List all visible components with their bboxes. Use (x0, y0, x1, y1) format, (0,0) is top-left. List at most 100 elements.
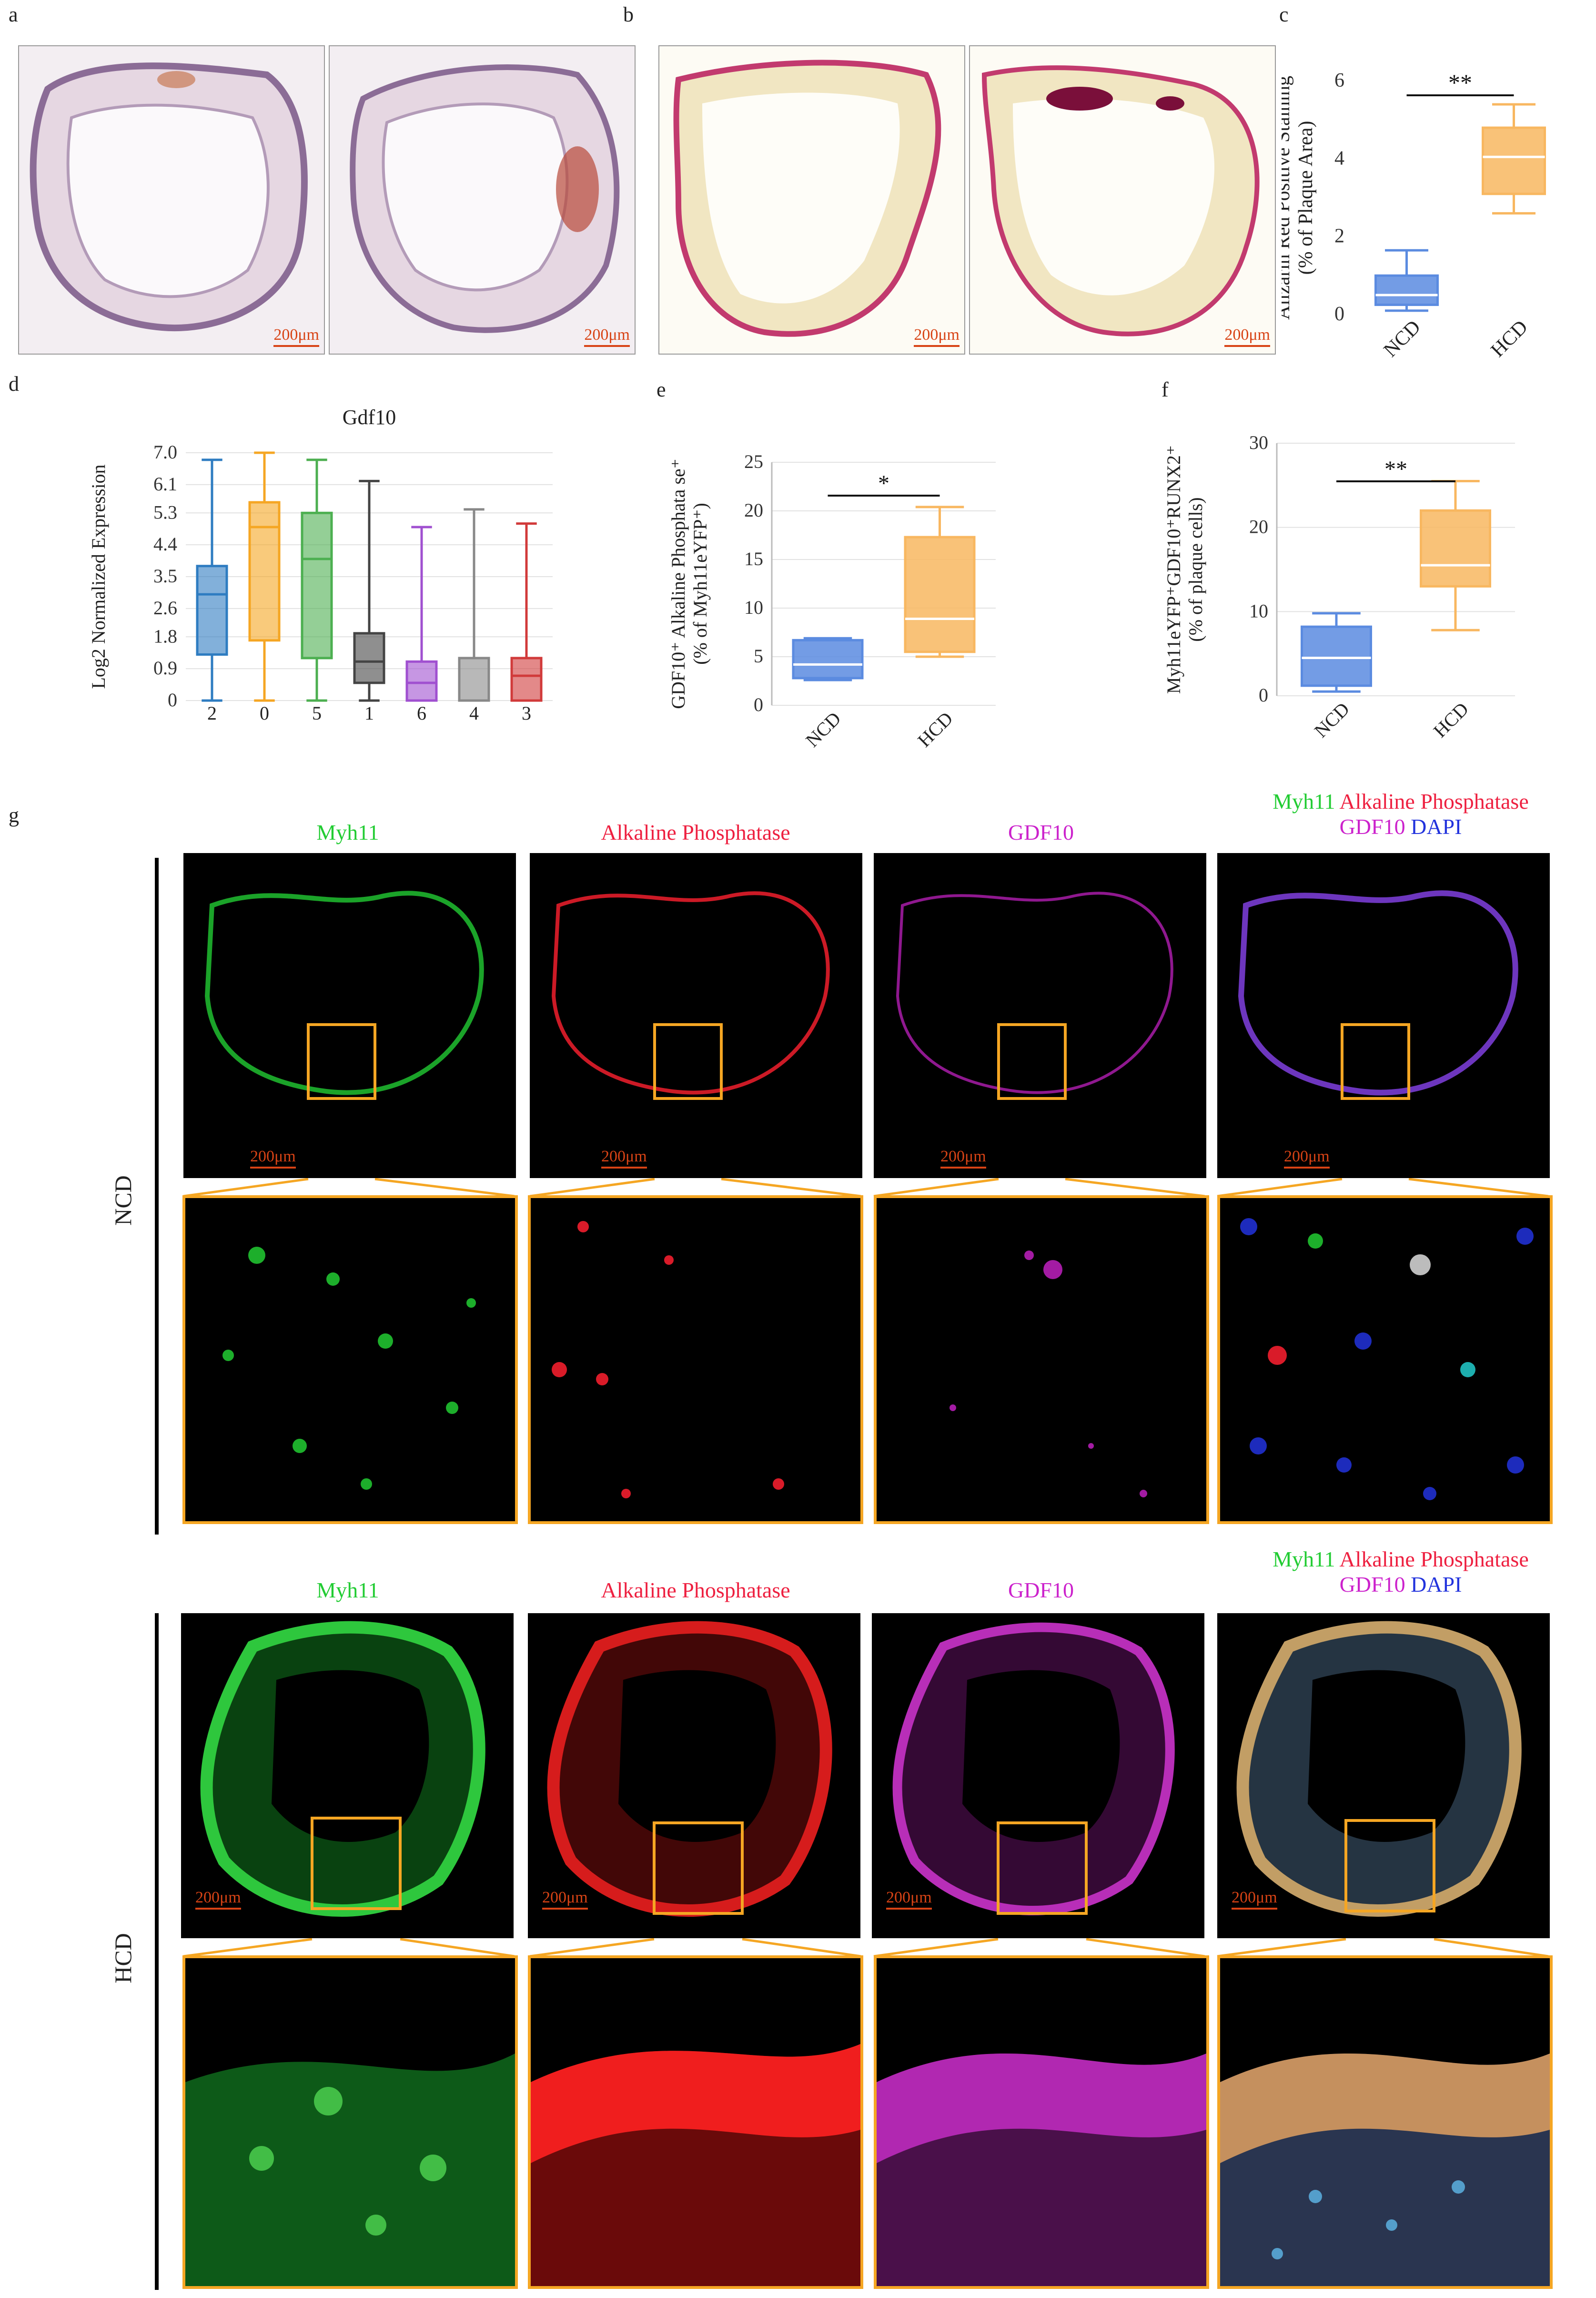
micrograph-hcd-alp: 200μm (528, 1613, 860, 1938)
merge-label-alp: Alkaline Phosphatase (1339, 789, 1529, 813)
box-3 (510, 657, 543, 702)
row-bracket-ncd (155, 858, 159, 1535)
scale-bar: 200μm (584, 326, 630, 347)
x-tick-label: HCD (1429, 698, 1473, 742)
scale-bar-label: 200μm (273, 326, 319, 344)
scale-bar-label: 200μm (601, 1148, 647, 1165)
merge-label-alp: Alkaline Phosphatase (1339, 1547, 1529, 1571)
scale-bar: 200μm (601, 1148, 647, 1169)
y-axis-label-line: Log2 Normalized Expression (88, 465, 109, 689)
zoom-ncd-gdf10 (874, 1195, 1209, 1524)
panel-letter-d: d (9, 372, 19, 396)
y-axis-label: GDF10⁺ Alkaline Phosphata se⁺ (% of Myh11… (667, 458, 711, 709)
micrograph-hcd-merge: 200μm (1217, 1613, 1550, 1938)
scale-bar-label: 200μm (542, 1889, 588, 1906)
merge-label-dapi: DAPI (1411, 814, 1462, 839)
y-tick-label: 15 (744, 548, 763, 569)
chart-e-alp-quantification: 0 5 10 15 20 25 GDF10⁺ Alkaline Phosphata se⁺(… (667, 451, 996, 752)
merge-label-myh11: Myh11 (1273, 1547, 1335, 1571)
chart-c-alizarin-quantification: 0 2 4 6 Alizarin Red Positive Staining(% of … (1282, 69, 1546, 361)
y-tick-label: 6 (1334, 70, 1344, 92)
y-tick-label: 4 (1334, 147, 1344, 169)
panel-letter-c: c (1279, 3, 1289, 26)
y-axis-label: Log2 Normalized Expression (88, 465, 109, 689)
box-NCD (1374, 274, 1439, 306)
y-tick-label: 2.6 (153, 597, 177, 619)
scale-bar: 200μm (914, 326, 960, 347)
scale-bar-label: 200μm (886, 1889, 932, 1906)
x-tick-label: HCD (1487, 316, 1532, 361)
channel-label-gdf10: GDF10 (1008, 1578, 1074, 1602)
significance-stars: ** (1448, 69, 1472, 96)
panel-letter-g: g (9, 803, 19, 827)
x-tick-label: 6 (417, 702, 426, 724)
micrograph-ncd-gdf10: 200μm (874, 853, 1206, 1178)
channel-label-merge: Myh11 Alkaline Phosphatase GDF10 DAPI (1210, 789, 1591, 839)
y-tick-label: 0 (1259, 684, 1268, 706)
scale-bar-label: 200μm (1224, 326, 1270, 344)
panel-letter-b: b (623, 3, 634, 26)
scale-bar-label: 200μm (914, 326, 960, 344)
micrograph-hcd-myh11: 200μm (181, 1613, 514, 1938)
box-6 (405, 660, 438, 702)
zoom-connector-lines-ncd (183, 1178, 1549, 1197)
zoom-ncd-merge (1217, 1195, 1553, 1524)
scale-bar-label: 200μm (195, 1889, 241, 1906)
x-tick-label: 4 (469, 702, 479, 724)
alizarin-image-b-ncd: 200μm (658, 45, 965, 355)
scale-bar: 200μm (1224, 326, 1270, 347)
y-axis-label: Myh11eYFP⁺GDF10⁺RUNX2⁺ (% of plaque cells… (1163, 445, 1206, 694)
scale-bar: 200μm (1284, 1148, 1330, 1169)
zoom-ncd-alp (528, 1195, 863, 1524)
zoom-ncd-myh11 (182, 1195, 518, 1524)
x-tick-label: NCD (1380, 316, 1425, 361)
merge-label-gdf10: GDF10 (1339, 814, 1405, 839)
histology-image-a-hcd: 200μm (329, 45, 636, 355)
panel-letter-f: f (1162, 378, 1169, 401)
box-NCD (792, 639, 864, 680)
significance-stars: * (878, 471, 889, 496)
row-bracket-hcd (155, 1613, 159, 2290)
y-axis-label-line: Myh11eYFP⁺GDF10⁺RUNX2⁺ (1163, 445, 1184, 694)
y-tick-label: 3.5 (153, 565, 177, 587)
x-tick-label: NCD (1310, 698, 1354, 742)
box-2 (196, 565, 228, 656)
box-4 (458, 657, 490, 702)
scale-bar: 200μm (250, 1148, 296, 1169)
zoom-hcd-alp (528, 1955, 863, 2289)
y-axis-label-line: (% of Plaque Area) (1295, 121, 1317, 275)
box-HCD (1420, 509, 1491, 588)
significance-stars: ** (1384, 457, 1407, 482)
channel-label-gdf10: GDF10 (1008, 820, 1074, 844)
y-tick-label: 0 (168, 689, 177, 711)
zoom-hcd-gdf10 (874, 1955, 1209, 2289)
x-tick-label: NCD (801, 708, 845, 752)
row-label-hcd: HCD (109, 1933, 136, 1983)
micrograph-ncd-merge: 200μm (1217, 853, 1550, 1178)
y-tick-label: 0.9 (153, 657, 177, 679)
chart-f-runx2-quantification: 0 10 20 30 Myh11eYFP⁺GDF10⁺RUNX2⁺ (% of plaqu… (1163, 432, 1515, 742)
zoom-hcd-merge (1217, 1955, 1553, 2289)
micrograph-hcd-gdf10: 200μm (872, 1613, 1204, 1938)
zoom-connector-lines-hcd (183, 1938, 1549, 1957)
histology-image-a-ncd: 200μm (18, 45, 325, 355)
box-HCD (1482, 126, 1546, 195)
channel-label-myh11: Myh11 (316, 1578, 379, 1602)
merge-label-dapi: DAPI (1411, 1572, 1462, 1596)
box-HCD (904, 536, 976, 653)
box-0 (248, 501, 281, 642)
x-tick-label: 0 (260, 702, 269, 724)
y-axis-label-line: (% of Myh11eYFP⁺) (689, 503, 711, 665)
micrograph-ncd-myh11: 200μm (183, 853, 516, 1178)
y-tick-label: 20 (744, 499, 763, 521)
scale-bar-label: 200μm (1232, 1889, 1277, 1906)
merge-label-myh11: Myh11 (1273, 789, 1335, 813)
scale-bar: 200μm (195, 1889, 241, 1910)
chart-title: Gdf10 (343, 406, 396, 429)
y-tick-label: 10 (744, 597, 763, 618)
box-5 (301, 511, 333, 660)
row-label-ncd: NCD (109, 1175, 136, 1226)
scale-bar-label: 200μm (1284, 1148, 1330, 1165)
scale-bar-label: 200μm (250, 1148, 296, 1165)
alizarin-image-b-hcd: 200μm (969, 45, 1276, 355)
